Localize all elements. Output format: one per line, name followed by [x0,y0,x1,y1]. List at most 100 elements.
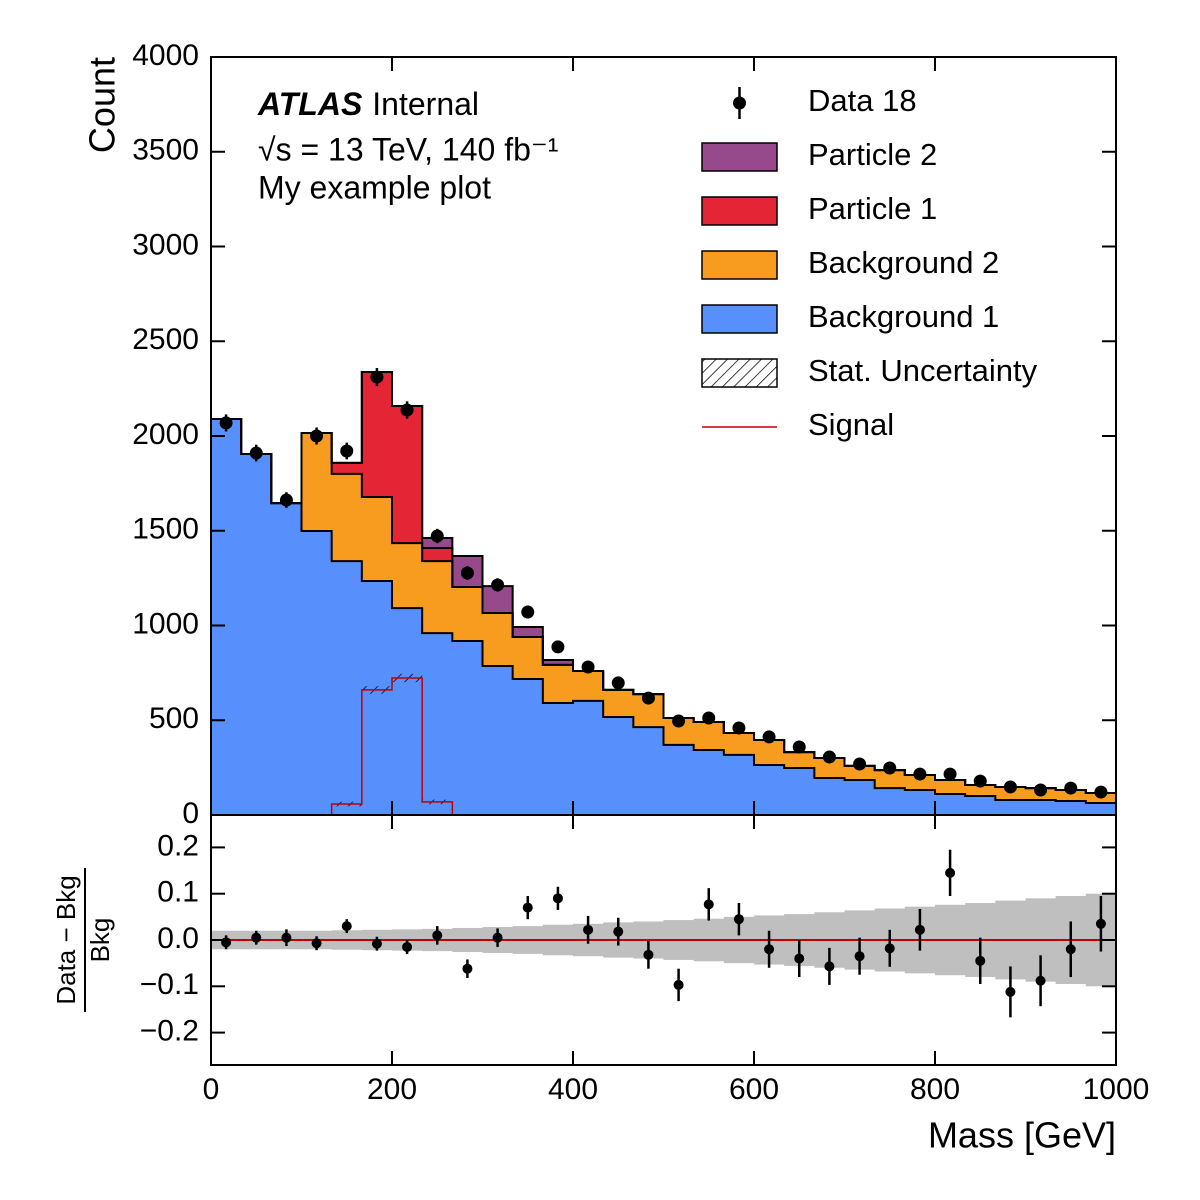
stack-outline [211,370,1116,795]
ratio-point [492,932,503,943]
legend-label: Particle 2 [808,137,937,172]
x-axis-label: Mass [GeV] [928,1115,1116,1156]
y-tick-label: 500 [149,702,199,735]
ratio-point [371,938,382,949]
data-point [460,566,474,580]
y-tick-label: 0.1 [157,876,199,909]
ratio-point [764,944,775,955]
legend-symbol [701,250,778,280]
stack-bar [753,739,785,766]
data-point [611,676,625,690]
stack-bar [934,779,966,795]
signal-line [330,677,454,815]
stack-bar [210,418,242,816]
stack-bar [934,793,966,816]
ratio-point [402,941,413,952]
legend-symbol [701,142,778,172]
ratio-point [583,924,594,935]
stack-bar [512,678,544,816]
stack-outline [211,417,1116,805]
y-tick-label: 4000 [132,39,199,72]
y-tick-label: 0.0 [157,922,199,955]
ratio-point [462,963,473,974]
stack-bar [874,787,906,816]
x-tick-label: 1000 [1083,1073,1150,1106]
data-point [792,740,806,754]
stack-bar [602,716,634,816]
ratio-point [643,949,654,960]
stack-bar [1025,799,1056,816]
stack-bar [391,405,423,544]
legend-label: Background 2 [808,245,999,280]
stack-bar [482,612,513,667]
y-tick-label: 3500 [132,134,199,167]
ratio-point [251,932,262,943]
stack-bar [1055,800,1087,816]
legend-label: Background 1 [808,299,999,334]
data-point [1064,781,1078,795]
ratio-point [341,921,352,932]
ratio-point [975,955,986,966]
x-tick-label: 400 [548,1073,598,1106]
ratio-point [914,924,925,935]
data-point [822,750,836,764]
stack-bar [1085,802,1117,816]
experiment-label: ATLAS Internal [257,86,479,122]
data-point [973,774,987,788]
ratio-y-label: Data − Bkg Bkg [51,868,115,1012]
legend-label: Signal [808,407,894,442]
data-point [551,640,565,654]
stack-bar [995,799,1026,816]
x-tick-label: 800 [910,1073,960,1106]
legend-symbol [733,96,746,110]
stack-bar [391,542,423,609]
stack-bar [512,636,544,680]
ratio-y-numerator: Data − Bkg [51,875,81,1004]
ratio-point [613,926,624,937]
stack-bar [723,754,755,816]
ratio-point [794,953,805,964]
y-tick-label: 1000 [132,607,199,640]
data-point [249,446,263,460]
ratio-point [221,937,232,948]
data-point [430,529,444,543]
data-point [491,578,505,592]
ratio-point [1095,918,1106,929]
y-tick-label: −0.1 [140,968,199,1001]
stack-bar [814,777,845,816]
stack-bar [421,632,453,816]
ratio-point [824,961,835,972]
stack-bar [421,560,453,634]
legend-label: Data 18 [808,83,917,118]
data-point [581,660,595,674]
stack-bar [331,462,363,475]
stack-bar [663,744,694,816]
stack-bar [542,702,574,816]
data-point [340,444,354,458]
stack-bar [783,751,815,769]
ratio-point [522,902,533,913]
y-tick-label: 3000 [132,228,199,261]
ratio-point [945,867,956,878]
subtitle: My example plot [258,169,491,205]
legend-symbol [701,358,778,388]
data-point [762,730,776,744]
stack-bar [331,473,363,562]
data-point [219,416,233,430]
y-tick-label: −0.2 [140,1015,199,1048]
data-point [943,767,957,781]
ratio-point [854,951,865,962]
legend-label: Particle 1 [808,191,937,226]
data-point [853,757,867,771]
stack-bar [753,764,785,816]
stack-bar [361,496,393,582]
legend-label: Stat. Uncertainty [808,353,1038,388]
y-tick-label: 1500 [132,513,199,546]
stack-bar [542,664,574,704]
stack-bar [301,432,332,532]
stack-bar [301,530,332,816]
y-tick-label: 2500 [132,323,199,356]
data-point [672,714,686,728]
x-tick-label: 600 [729,1073,779,1106]
